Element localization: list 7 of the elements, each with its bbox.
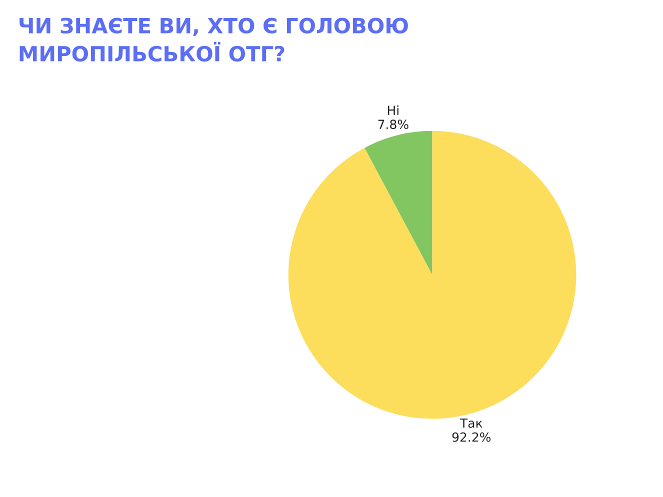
slice-label: Ні <box>388 105 398 115</box>
pie-slice <box>364 130 432 275</box>
pie-slice <box>288 130 576 419</box>
data-label: 92.2% <box>452 432 491 442</box>
slice-label: Так <box>460 418 482 428</box>
chart-title: ЧИ ЗНАЄТЕ ВИ, ХТО Є ГОЛОВОЮ МИРОПІЛЬСЬКОЇ ОТГ? <box>20 18 408 62</box>
data-label: 7.8% <box>378 120 408 130</box>
